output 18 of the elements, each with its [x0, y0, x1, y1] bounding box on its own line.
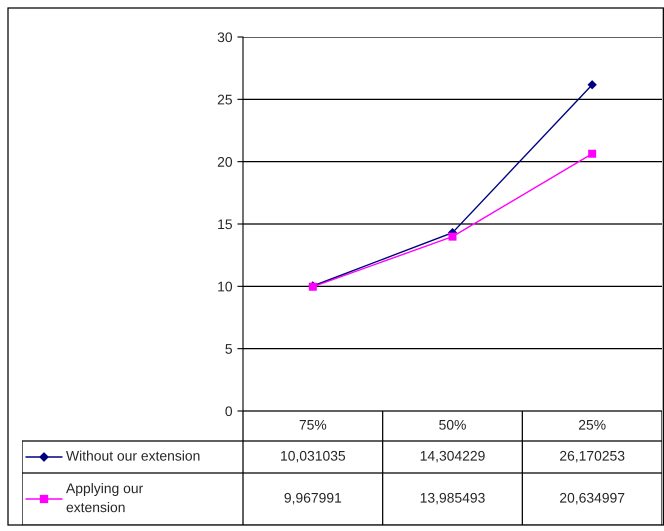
data-label: 9,967991: [284, 492, 342, 504]
legend-label: Without our extension: [66, 450, 200, 461]
y-tick-label: 25: [218, 94, 232, 105]
y-tick-label: 10: [218, 282, 232, 292]
y-tick-label: 20: [218, 157, 232, 167]
x-tick-label: 50%: [439, 420, 466, 430]
legend-label: Applying our extension: [66, 483, 143, 512]
y-tick-label: 5: [225, 344, 232, 354]
x-tick-label: 25%: [578, 420, 606, 430]
y-tick-label: 15: [218, 219, 232, 230]
data-label: 10,031035: [281, 450, 346, 462]
data-label: 20,634997: [560, 492, 624, 504]
data-label: 14,304229: [420, 450, 485, 462]
y-tick-label: 0: [225, 406, 232, 416]
data-label: 13,985493: [420, 492, 485, 504]
y-tick-label: 30: [218, 32, 232, 42]
data-label: 26,170253: [560, 450, 624, 462]
x-tick-label: 75%: [300, 420, 326, 430]
